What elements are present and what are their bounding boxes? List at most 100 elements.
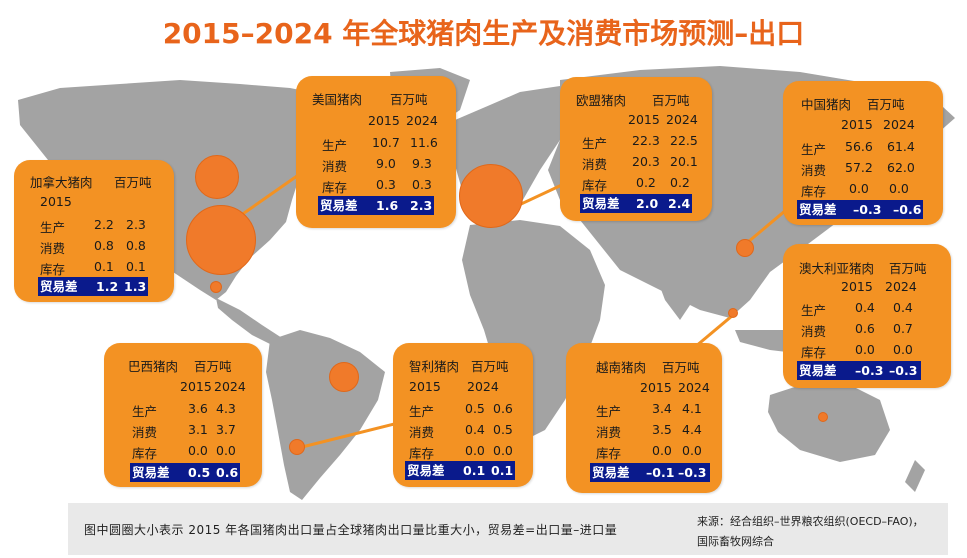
chile-export-circle xyxy=(289,439,305,455)
china-row-label: 生产 xyxy=(801,142,827,157)
eu-unit: 百万吨 xyxy=(652,93,690,108)
eu-row-label: 库存 xyxy=(582,178,608,193)
canada-row-v2: 0.1 xyxy=(126,259,146,274)
canada-row-v2: 2.3 xyxy=(126,217,146,232)
south-america-shape xyxy=(266,330,385,500)
australia-title: 澳大利亚猪肉 xyxy=(799,261,875,276)
usa-trade-v2: 2.3 xyxy=(410,198,433,213)
eu-export-circle xyxy=(459,164,523,228)
australia-card: 澳大利亚猪肉 百万吨 2015 2024 生产 0.4 0.4 消费 0.6 0… xyxy=(783,244,951,388)
australia-shape xyxy=(768,382,890,462)
australia-trade-v1: –0.3 xyxy=(855,363,884,378)
china-year1: 2015 xyxy=(841,117,873,132)
chile-row-label: 生产 xyxy=(409,404,435,419)
australia-trade-label: 贸易差 xyxy=(799,363,837,378)
china-trade-label: 贸易差 xyxy=(799,202,837,217)
canada-row-v1: 2.2 xyxy=(94,217,114,232)
australia-row-label: 库存 xyxy=(801,345,827,360)
vietnam-row-v2: 4.4 xyxy=(682,422,702,437)
chile-title: 智利猪肉 xyxy=(409,359,460,374)
vietnam-trade-bar: 贸易差 –0.1 –0.3 xyxy=(590,463,710,482)
brazil-row-v2: 3.7 xyxy=(216,422,236,437)
australia-row-label: 生产 xyxy=(801,303,827,318)
china-unit: 百万吨 xyxy=(867,97,905,112)
brazil-row-v2: 4.3 xyxy=(216,401,236,416)
chile-trade-bar: 贸易差 0.1 0.1 xyxy=(405,461,515,480)
china-trade-bar: 贸易差 –0.3 –0.6 xyxy=(797,200,923,219)
eu-title: 欧盟猪肉 xyxy=(576,93,627,108)
australia-row-label: 消费 xyxy=(801,324,827,339)
chile-card: 智利猪肉 百万吨 2015 2024 生产 0.5 0.6 消费 0.4 0.5… xyxy=(393,343,533,487)
usa-row-v2: 9.3 xyxy=(412,156,432,171)
canada-row-label: 消费 xyxy=(40,241,66,256)
brazil-export-circle xyxy=(329,362,359,392)
china-trade-v1: –0.3 xyxy=(853,202,882,217)
chile-trade-v2: 0.1 xyxy=(491,463,514,478)
chile-row-v1: 0.5 xyxy=(465,401,485,416)
brazil-trade-v2: 0.6 xyxy=(216,465,239,480)
china-row-label: 库存 xyxy=(801,184,827,199)
china-export-circle xyxy=(736,239,754,257)
china-year2: 2024 xyxy=(883,117,915,132)
footer-source-line2: 国际畜牧网综合 xyxy=(697,535,774,548)
australia-trade-bar: 贸易差 –0.3 –0.3 xyxy=(797,361,921,380)
chile-year1: 2015 xyxy=(409,379,441,394)
china-title: 中国猪肉 xyxy=(801,97,852,112)
usa-row-v1: 10.7 xyxy=(372,135,400,150)
vietnam-year1: 2015 xyxy=(640,380,672,395)
eu-trade-bar: 贸易差 2.0 2.4 xyxy=(580,194,692,213)
vietnam-trade-label: 贸易差 xyxy=(592,465,630,480)
eu-trade-v1: 2.0 xyxy=(636,196,659,211)
brazil-title: 巴西猪肉 xyxy=(128,359,179,374)
footer-source-line1: 来源：经合组织–世界粮农组织(OECD–FAO)， xyxy=(697,515,924,528)
usa-row-label: 消费 xyxy=(322,159,348,174)
vietnam-trade-v2: –0.3 xyxy=(678,465,707,480)
chile-trade-label: 贸易差 xyxy=(407,463,445,478)
vietnam-year2: 2024 xyxy=(678,380,710,395)
china-trade-v2: –0.6 xyxy=(893,202,922,217)
usa-export-circle xyxy=(186,205,256,275)
china-row-v1: 57.2 xyxy=(845,160,873,175)
brazil-row-v1: 3.6 xyxy=(188,401,208,416)
brazil-row-label: 库存 xyxy=(132,446,158,461)
canada-title: 加拿大猪肉 xyxy=(30,175,93,190)
usa-unit: 百万吨 xyxy=(390,92,428,107)
canada-row-label: 库存 xyxy=(40,262,66,277)
usa-year2: 2024 xyxy=(406,113,438,128)
usa-trade-v1: 1.6 xyxy=(376,198,399,213)
eu-row-v1: 20.3 xyxy=(632,154,660,169)
china-row-v1: 56.6 xyxy=(845,139,873,154)
brazil-year2: 2024 xyxy=(214,379,246,394)
canada-trade-label: 贸易差 xyxy=(40,279,78,294)
central-america-shape xyxy=(216,298,282,345)
australia-row-v1: 0.4 xyxy=(855,300,875,315)
vietnam-card: 越南猪肉 百万吨 2015 2024 生产 3.4 4.1 消费 3.5 4.4… xyxy=(566,343,722,493)
usa-trade-bar: 贸易差 1.6 2.3 xyxy=(318,196,434,215)
australia-unit: 百万吨 xyxy=(889,261,927,276)
australia-export-circle xyxy=(818,412,828,422)
canada-row-label: 生产 xyxy=(40,220,66,235)
brazil-year1: 2015 xyxy=(180,379,212,394)
brazil-trade-label: 贸易差 xyxy=(132,465,170,480)
australia-row-v2: 0.4 xyxy=(893,300,913,315)
chile-row-label: 库存 xyxy=(409,446,435,461)
usa-row-label: 库存 xyxy=(322,180,348,195)
eu-row-v2: 0.2 xyxy=(670,175,690,190)
canada-card: 加拿大猪肉 百万吨 2015 生产 2.2 2.3 消费 0.8 0.8 库存 … xyxy=(14,160,174,302)
footer-note: 图中圆圈大小表示 2015 年各国猪肉出口量占全球猪肉出口量比重大小，贸易差=出… xyxy=(84,523,618,537)
brazil-unit: 百万吨 xyxy=(194,359,232,374)
eu-row-label: 消费 xyxy=(582,157,608,172)
usa-trade-label: 贸易差 xyxy=(320,198,358,213)
usa-row-v2: 0.3 xyxy=(412,177,432,192)
eu-row-v2: 22.5 xyxy=(670,133,698,148)
usa-row-v1: 9.0 xyxy=(376,156,396,171)
vietnam-row-v2: 4.1 xyxy=(682,401,702,416)
brazil-trade-bar: 贸易差 0.5 0.6 xyxy=(130,463,240,482)
chile-trade-v1: 0.1 xyxy=(463,463,486,478)
usa-row-v1: 0.3 xyxy=(376,177,396,192)
usa-title: 美国猪肉 xyxy=(312,92,363,107)
brazil-card: 巴西猪肉 百万吨 2015 2024 生产 3.6 4.3 消费 3.1 3.7… xyxy=(104,343,262,487)
australia-row-v2: 0.0 xyxy=(893,342,913,357)
usa-row-v2: 11.6 xyxy=(410,135,438,150)
brazil-row-label: 生产 xyxy=(132,404,158,419)
